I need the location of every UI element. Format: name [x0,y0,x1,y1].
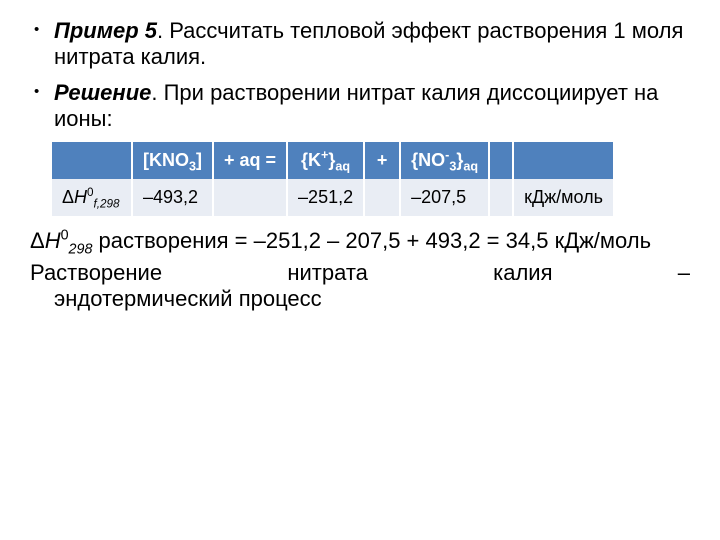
th-no3-ion: {NO-3}aq [400,142,489,179]
th-plus: + [364,142,400,179]
conclusion: Растворение нитрата калия – эндотермичес… [30,260,690,312]
th-k-ion: {K+}aq [287,142,364,179]
th-empty2 [513,142,613,179]
table-header-row: [KNO3] + aq = {K+}aq + {NO-3}aq [52,142,613,179]
cell-aq [213,179,287,216]
data-table: [KNO3] + aq = {K+}aq + {NO-3}aq ΔH0f,298… [52,142,613,216]
bullet-example: • Пример 5. Рассчитать тепловой эффект р… [30,18,690,70]
th-kno3: [KNO3] [132,142,213,179]
bullet-solution: • Решение. При растворении нитрат калия … [30,80,690,132]
calculation-line: ΔH0298 растворения = –251,2 – 207,5 + 49… [30,228,690,254]
cell-kno3: –493,2 [132,179,213,216]
bullet-dot: • [34,83,39,101]
example-label: Пример 5 [54,18,157,43]
conclusion-first-line: Растворение нитрата калия – [54,260,690,286]
cell-no3: –207,5 [400,179,489,216]
table-data-row: ΔH0f,298 –493,2 –251,2 –207,5 кДж/моль [52,179,613,216]
cell-empty [489,179,513,216]
solution-label: Решение [54,80,151,105]
conclusion-second-line: эндотермический процесс [54,286,322,311]
row-label: ΔH0f,298 [52,179,132,216]
th-empty [489,142,513,179]
cell-k: –251,2 [287,179,364,216]
th-aq: + aq = [213,142,287,179]
cell-plus [364,179,400,216]
bullet-dot: • [34,21,39,39]
cell-unit: кДж/моль [513,179,613,216]
th-empty-first [52,142,132,179]
